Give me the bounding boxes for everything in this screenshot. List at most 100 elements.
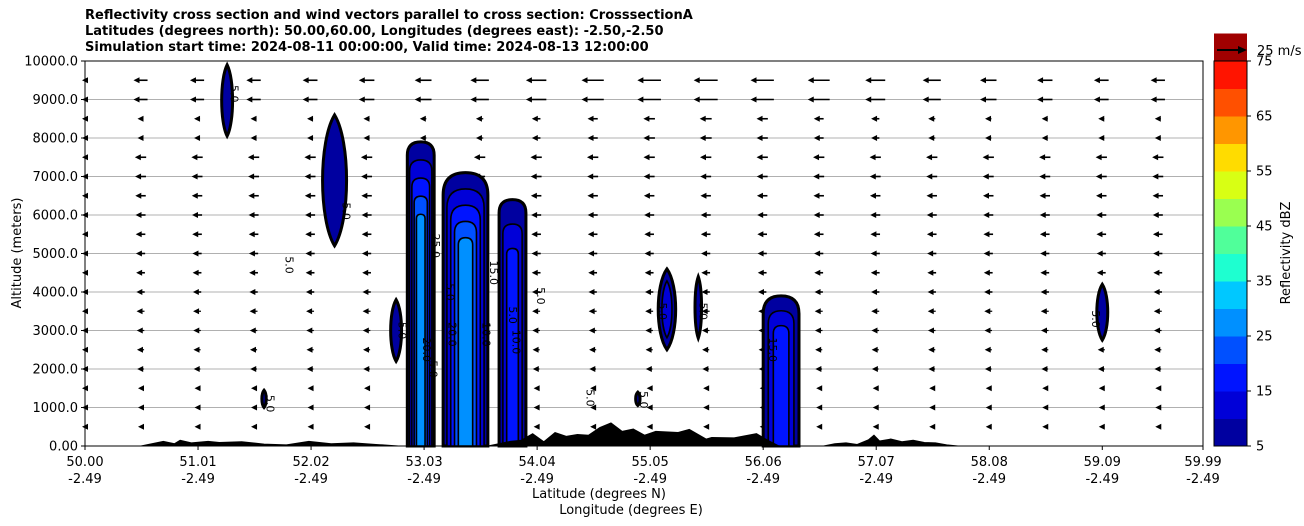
wind-vector: [1096, 250, 1106, 257]
wind-vector: [1154, 346, 1162, 353]
wind-vector: [646, 385, 653, 392]
wind-vector: [644, 269, 654, 276]
contour-label: 15.0: [766, 338, 779, 363]
wind-vector-head: [475, 135, 482, 141]
x-tick-label-longitude: -2.49: [633, 472, 667, 487]
wind-vector: [358, 77, 375, 84]
wind-vector-head: [814, 327, 821, 334]
wind-vector-head: [1037, 96, 1044, 103]
wind-vector-head: [193, 308, 200, 315]
colorbar-label: Reflectivity dBZ: [1279, 202, 1294, 305]
wind-vector-head: [871, 308, 878, 315]
wind-vector-head: [1039, 231, 1046, 238]
wind-vector-head: [1152, 212, 1159, 218]
reflectivity-cell-54.94-small: [634, 390, 642, 408]
wind-vector: [1152, 173, 1164, 180]
wind-vector: [193, 327, 201, 334]
wind-vector: [813, 115, 824, 122]
wind-vector: [532, 366, 540, 372]
colorbar-tick-label: 25: [1256, 330, 1273, 345]
x-tick-label-latitude: 57.07: [858, 455, 895, 470]
wind-vector: [982, 173, 994, 180]
x-tick-label-longitude: -2.49: [746, 472, 780, 487]
reflectivity-cell-53.82: [497, 198, 528, 448]
wind-vector: [814, 250, 824, 257]
wind-vector-head: [1039, 173, 1046, 180]
contour-label: 5.0: [395, 322, 408, 340]
wind-vector: [473, 154, 486, 161]
wind-vector: [138, 423, 145, 430]
wind-vector-head: [984, 308, 991, 315]
wind-vector-head: [750, 96, 757, 103]
wind-vector-head: [1154, 115, 1161, 122]
wind-vector-head: [813, 192, 820, 199]
wind-vector-head: [525, 96, 532, 103]
colorbar-swatch: [1214, 198, 1247, 227]
wind-vector: [756, 173, 768, 180]
colorbar-swatch: [1214, 281, 1247, 309]
wind-vector-head: [192, 212, 199, 218]
wind-vector: [589, 346, 597, 353]
wind-vector-head: [305, 269, 312, 276]
wind-vector: [1039, 192, 1051, 199]
wind-vector: [587, 115, 598, 122]
wind-vector: [305, 269, 315, 276]
wind-vector: [758, 289, 767, 295]
wind-vector: [193, 366, 201, 372]
wind-vector-head: [133, 96, 140, 103]
wind-vector: [1152, 212, 1163, 218]
wind-vector: [192, 212, 203, 218]
wind-vector: [983, 212, 994, 218]
wind-vector: [1098, 115, 1105, 122]
wind-vector: [363, 366, 370, 372]
wind-vector-head: [304, 192, 311, 199]
wind-vector-head: [532, 346, 539, 353]
y-tick-label: 5000.0: [33, 247, 79, 262]
wind-vector: [1041, 327, 1049, 334]
wind-vector: [701, 327, 710, 334]
wind-vector: [532, 327, 540, 334]
wind-vector: [750, 77, 774, 84]
x-tick-label-latitude: 59.99: [1184, 455, 1221, 470]
wind-vector: [1098, 385, 1105, 392]
wind-vector: [475, 135, 484, 141]
plot-area: 5.05.05.05.05.025.05.020.020.05.015.010.…: [24, 55, 1221, 488]
wind-vector: [756, 154, 768, 161]
wind-vector-head: [815, 346, 822, 353]
wind-vector: [703, 423, 710, 430]
wind-vector: [813, 135, 824, 141]
wind-vector: [928, 115, 936, 122]
y-tick-label: 3000.0: [33, 324, 79, 339]
wind-vector-head: [531, 135, 538, 141]
wind-vector-head: [189, 96, 196, 103]
wind-vector: [135, 192, 146, 199]
reflectivity-contour-band: [634, 390, 642, 408]
wind-vector: [814, 289, 823, 295]
wind-vector-head: [870, 231, 877, 238]
wind-vector-head: [872, 404, 879, 411]
wind-vector-head: [865, 96, 872, 103]
colorbar-swatch: [1214, 143, 1247, 172]
wind-vector-head: [1098, 423, 1105, 430]
wind-vector: [304, 192, 316, 199]
wind-vector: [929, 385, 936, 392]
wind-vector-head: [360, 154, 367, 161]
contour-label: 5.0: [506, 306, 519, 324]
wind-vector: [871, 308, 880, 315]
wind-vector-head: [249, 308, 256, 315]
wind-vector-head: [531, 115, 538, 122]
wind-vector: [983, 192, 994, 199]
contour-label: 10.0: [479, 322, 492, 347]
wind-vector-head: [816, 423, 823, 430]
x-tick-label-latitude: 54.04: [519, 455, 556, 470]
reflectivity-cell-51.3-upper: [220, 61, 235, 140]
wind-vector: [814, 327, 823, 334]
wind-vector-head: [136, 327, 143, 334]
wind-vector: [307, 385, 314, 392]
y-tick-label: 9000.0: [33, 93, 79, 108]
y-tick-label: 8000.0: [33, 132, 79, 147]
wind-vector: [362, 327, 371, 334]
wind-vector-head: [419, 115, 426, 122]
wind-vector-head: [191, 173, 198, 180]
wind-vector-head: [414, 77, 421, 84]
